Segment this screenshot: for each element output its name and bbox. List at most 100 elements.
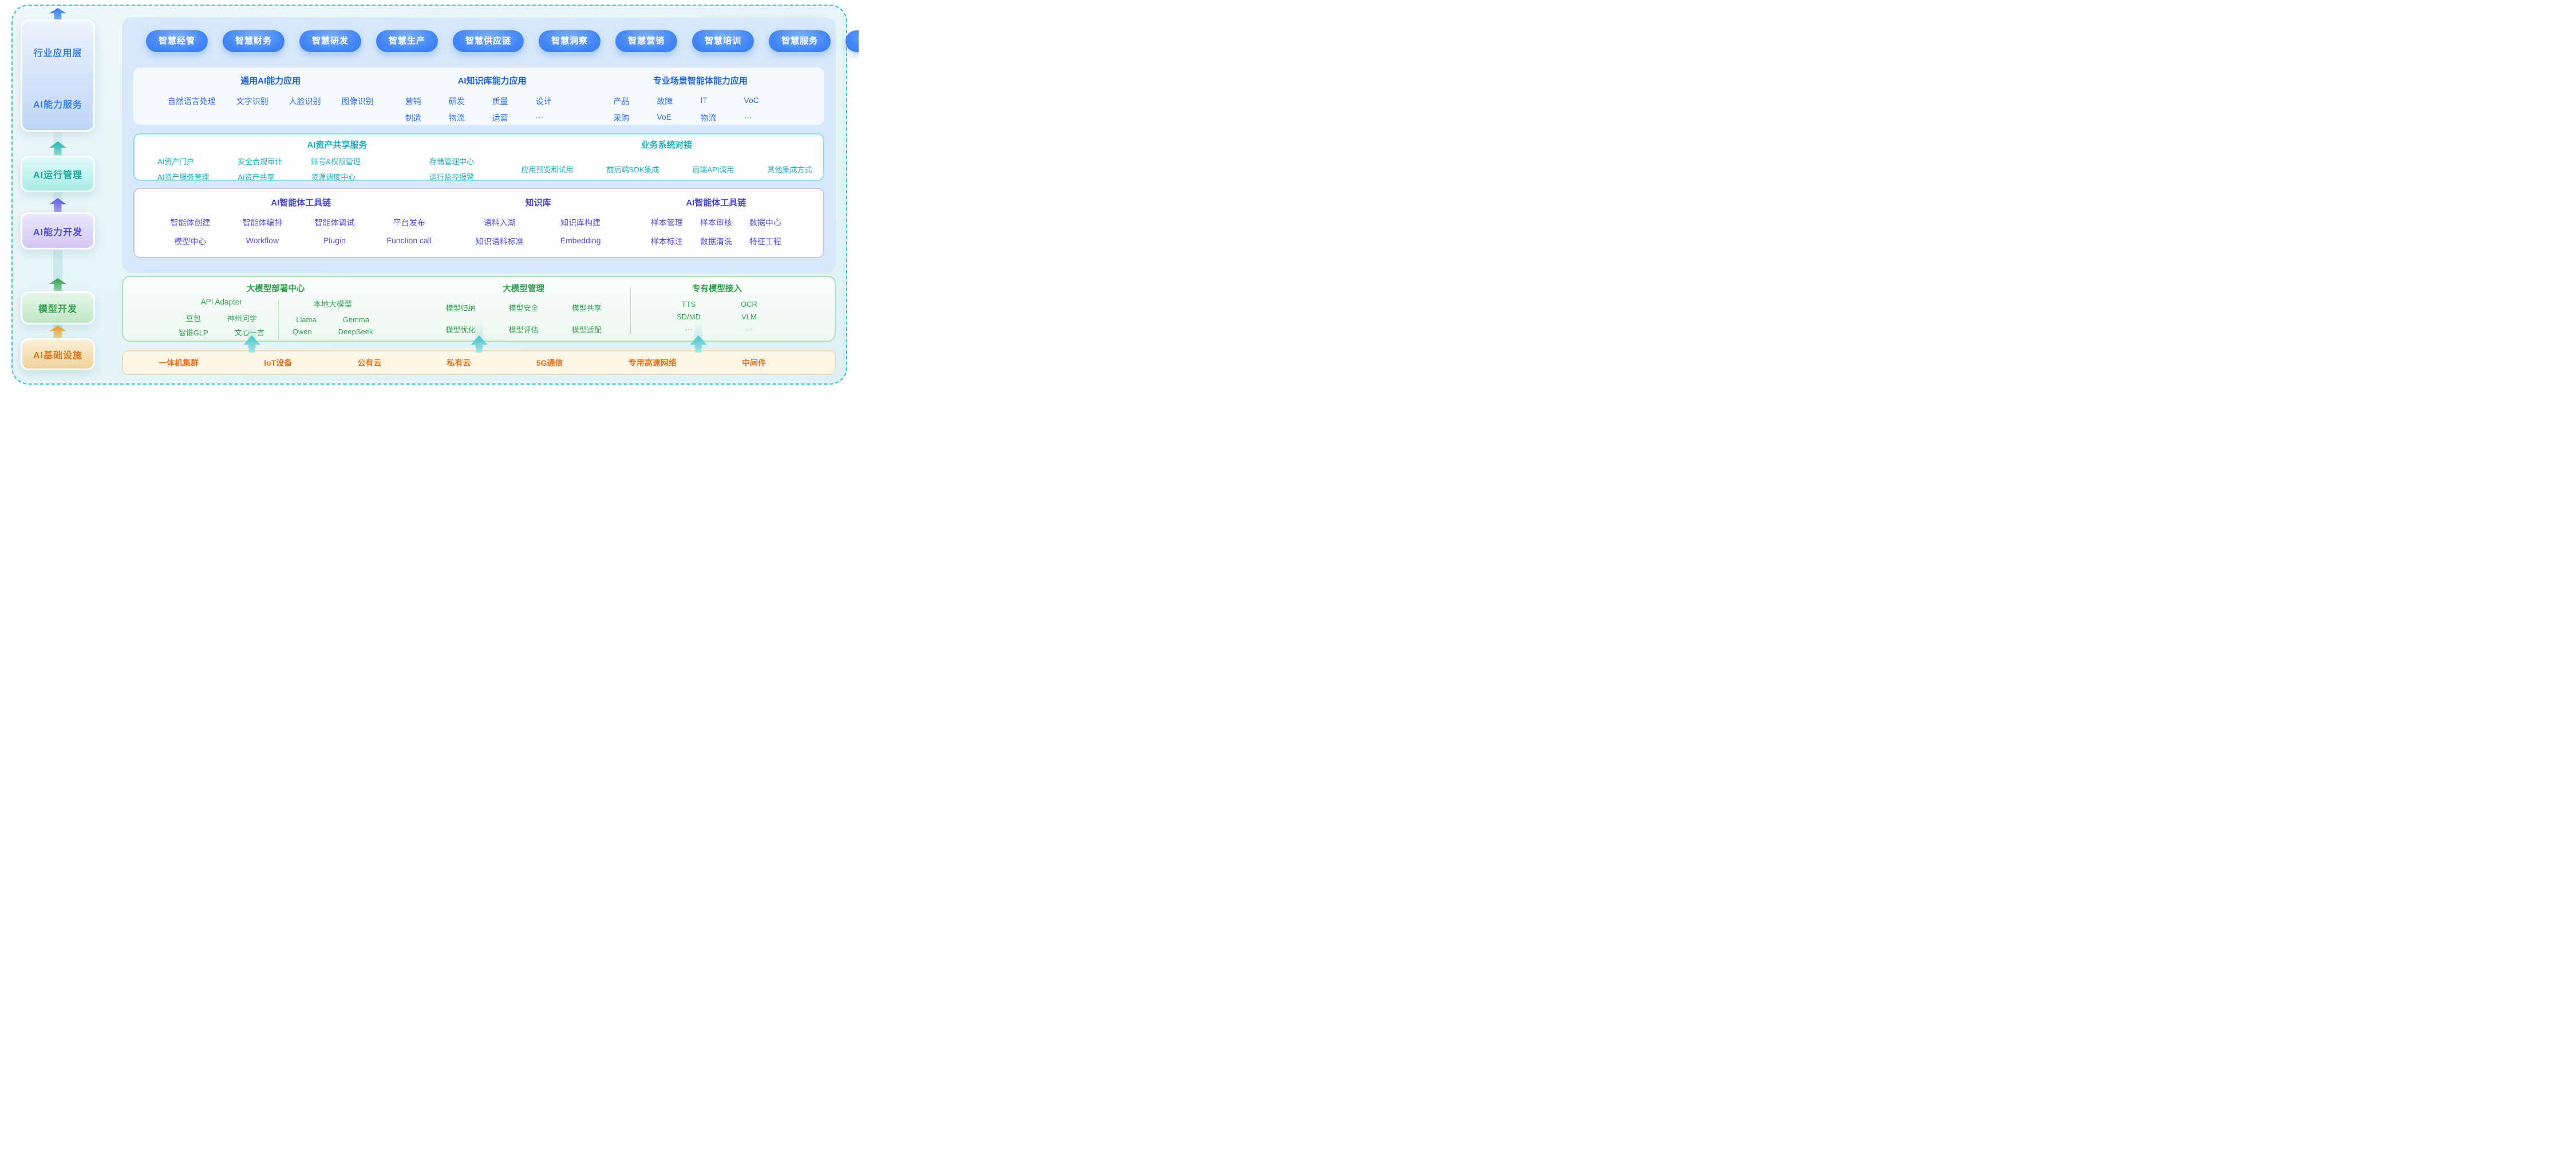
toolchain-item: 知识语料标准 bbox=[475, 237, 524, 246]
capability-item: 人脸识别 bbox=[289, 97, 321, 106]
application-layer-container: 智慧经管 智慧财务 智慧研发 智慧生产 智慧供应链 智慧洞察 智慧营销 智慧培训… bbox=[122, 17, 859, 273]
model-item: 文心一言 bbox=[235, 327, 264, 338]
model-row: 豆包 神州问学 bbox=[186, 312, 257, 323]
knowledge-base-items: 语料入湖 知识语料标准 知识库构建 Embedding bbox=[476, 217, 601, 247]
vertical-divider bbox=[630, 286, 631, 335]
ai-platform-architecture-diagram: 行业应用层 AI能力服务 AI运行管理 AI能力开发 模型开发 AI基础设施 智… bbox=[0, 0, 859, 390]
toolchain-item: 智能体调试 bbox=[314, 218, 355, 227]
toolchain-column: 语料入湖 知识语料标准 bbox=[476, 217, 524, 247]
up-arrow-icon bbox=[49, 198, 66, 212]
model-item: Qwen bbox=[292, 327, 312, 336]
asset-item: 存储管理中心 bbox=[429, 157, 474, 166]
subgroup-title: 本地大模型 bbox=[313, 300, 352, 308]
capability-item: IT bbox=[700, 96, 708, 105]
model-item: SD/MD bbox=[677, 312, 701, 321]
group-title: AI智能体工具链 bbox=[686, 198, 746, 208]
capability-item: VoE bbox=[657, 112, 672, 121]
integration-item: 应用预览和试用 bbox=[521, 165, 574, 174]
toolchain-item: Function call bbox=[386, 236, 432, 245]
asset-item: AI资产共享 bbox=[238, 173, 275, 181]
toolchain-column: 样本审核 数据清洗 bbox=[700, 217, 732, 247]
agent-toolchain-card: AI智能体工具链 智能体创建 模型中心 智能体编排 Workflow 智能体调试 bbox=[133, 188, 824, 258]
up-arrow-icon bbox=[49, 8, 66, 19]
knowledge-ai-items: 营销 研发 质量 设计 制造 物流 运营 ··· bbox=[405, 96, 579, 124]
model-row: Qwen DeepSeek bbox=[293, 327, 373, 336]
layer-label: AI能力服务 bbox=[33, 100, 82, 110]
layer-label: 行业应用层 bbox=[33, 49, 82, 58]
toolchain-column: 数据中心 特征工程 bbox=[749, 217, 781, 247]
model-manage-items: 模型归纳 模型优化 模型安全 模型评估 模型共享 模型适配 bbox=[446, 298, 602, 335]
app-pill: 智慧财务 bbox=[223, 30, 285, 52]
app-pill: 智慧研发 bbox=[299, 30, 362, 52]
model-item: 模型共享 bbox=[571, 304, 602, 312]
infra-item: 公有云 bbox=[357, 358, 382, 367]
capability-item: 质量 bbox=[492, 97, 508, 106]
group-title: 知识库 bbox=[525, 198, 551, 208]
ai-capability-card: 通用AI能力应用 自然语言处理 文字识别 人脸识别 图像识别 AI知识库能力应用… bbox=[133, 68, 824, 125]
model-column: 模型安全 模型评估 bbox=[509, 302, 539, 335]
toolchain-item: 样本管理 bbox=[650, 218, 683, 227]
model-item-more: ··· bbox=[745, 325, 753, 334]
toolchain-item: 智能体编排 bbox=[242, 218, 283, 227]
toolchain-column: 智能体编排 Workflow bbox=[242, 217, 282, 247]
asset-column: 存储管理中心 运行监控报警 bbox=[429, 156, 474, 182]
model-item: OCR bbox=[741, 300, 757, 308]
capability-item: 营销 bbox=[405, 97, 421, 106]
asset-item: 安全合规审计 bbox=[238, 157, 283, 166]
app-pill: 智慧金融 bbox=[846, 30, 859, 52]
subgroup-title: API Adapter bbox=[200, 298, 242, 306]
asset-share-items: AI资产门户 AI资产服务管理 安全合规审计 AI资产共享 账号&权限管理 资源… bbox=[157, 156, 474, 182]
integration-item: 前后端SDK集成 bbox=[606, 165, 659, 174]
toolchain-column: 智能体调试 Plugin bbox=[314, 217, 354, 247]
asset-item: AI资产门户 bbox=[157, 157, 195, 166]
toolchain-item: 智能体创建 bbox=[170, 218, 211, 227]
asset-column: 账号&权限管理 资源调度中心 bbox=[311, 156, 361, 182]
asset-item: AI资产服务管理 bbox=[157, 173, 210, 181]
model-item: 豆包 bbox=[185, 314, 201, 323]
model-development-container: 大模型部署中心 API Adapter 豆包 神州问学 智谱GLP 文心一言 bbox=[122, 276, 836, 342]
model-item: 智谱GLP bbox=[178, 329, 208, 337]
group-title: 专有模型接入 bbox=[692, 284, 742, 294]
asset-share-card: AI资产共享服务 AI资产门户 AI资产服务管理 安全合规审计 AI资产共享 账… bbox=[133, 133, 824, 181]
integration-item: 后端API调用 bbox=[692, 165, 734, 174]
toolchain-item: 知识库构建 bbox=[560, 218, 601, 227]
deploy-subgroups: API Adapter 豆包 神州问学 智谱GLP 文心一言 本地大模型 bbox=[179, 298, 373, 341]
model-row: 智谱GLP 文心一言 bbox=[179, 327, 264, 338]
model-item: Gemma bbox=[342, 315, 369, 324]
infra-item: 私有云 bbox=[447, 358, 471, 367]
app-pill: 智慧服务 bbox=[769, 30, 831, 52]
general-ai-items: 自然语言处理 文字识别 人脸识别 图像识别 bbox=[168, 96, 374, 107]
group-title: AI智能体工具链 bbox=[271, 198, 331, 208]
model-item: 模型安全 bbox=[508, 304, 539, 312]
model-deploy-group: 大模型部署中心 API Adapter 豆包 神州问学 智谱GLP 文心一言 bbox=[135, 282, 417, 341]
infra-item: 专用高速网络 bbox=[628, 358, 677, 367]
capability-item: VoC bbox=[744, 96, 759, 105]
model-column: TTS SD/MD ··· bbox=[677, 300, 701, 334]
capability-item: 文字识别 bbox=[236, 97, 268, 106]
capability-item: 采购 bbox=[613, 113, 630, 122]
toolchain-column: 样本管理 样本标注 bbox=[651, 217, 683, 247]
model-item: 模型适配 bbox=[571, 326, 602, 334]
agent-toolchain-group: AI智能体工具链 智能体创建 模型中心 智能体编排 Workflow 智能体调试 bbox=[149, 196, 452, 250]
toolchain-column: 平台发布 Function call bbox=[386, 217, 432, 247]
group-title: 大模型部署中心 bbox=[246, 284, 305, 294]
capability-item-more: ··· bbox=[744, 112, 752, 121]
model-column: 模型归纳 模型优化 bbox=[446, 302, 476, 335]
scenario-agent-items: 产品 故障 IT VoC 采购 VoE 物流 ··· bbox=[613, 96, 787, 124]
app-pill: 智慧生产 bbox=[376, 30, 438, 52]
layer-label: AI基础设施 bbox=[33, 351, 82, 361]
agent-toolchain-items: 智能体创建 模型中心 智能体编排 Workflow 智能体调试 Plugin bbox=[170, 217, 432, 247]
group-title: 大模型管理 bbox=[503, 284, 544, 294]
up-arrow-icon bbox=[49, 278, 66, 291]
toolchain-item: 特征工程 bbox=[749, 237, 781, 246]
group-title: 专业场景智能体能力应用 bbox=[653, 76, 748, 86]
data-toolchain-items: 样本管理 样本标注 样本审核 数据清洗 数据中心 特征工程 bbox=[651, 217, 781, 247]
layer-label: 模型开发 bbox=[38, 304, 77, 314]
vertical-divider bbox=[278, 300, 279, 341]
api-adapter-subgroup: API Adapter 豆包 神州问学 智谱GLP 文心一言 bbox=[179, 298, 264, 338]
data-toolchain-group: AI智能体工具链 样本管理 样本标注 样本审核 数据清洗 数据中心 特征工程 bbox=[624, 196, 808, 250]
capability-item: 自然语言处理 bbox=[167, 97, 216, 106]
asset-share-group: AI资产共享服务 AI资产门户 AI资产服务管理 安全合规审计 AI资产共享 账… bbox=[149, 139, 525, 181]
knowledge-base-group: 知识库 语料入湖 知识语料标准 知识库构建 Embedding bbox=[452, 196, 623, 250]
capability-item: 运营 bbox=[492, 113, 508, 122]
